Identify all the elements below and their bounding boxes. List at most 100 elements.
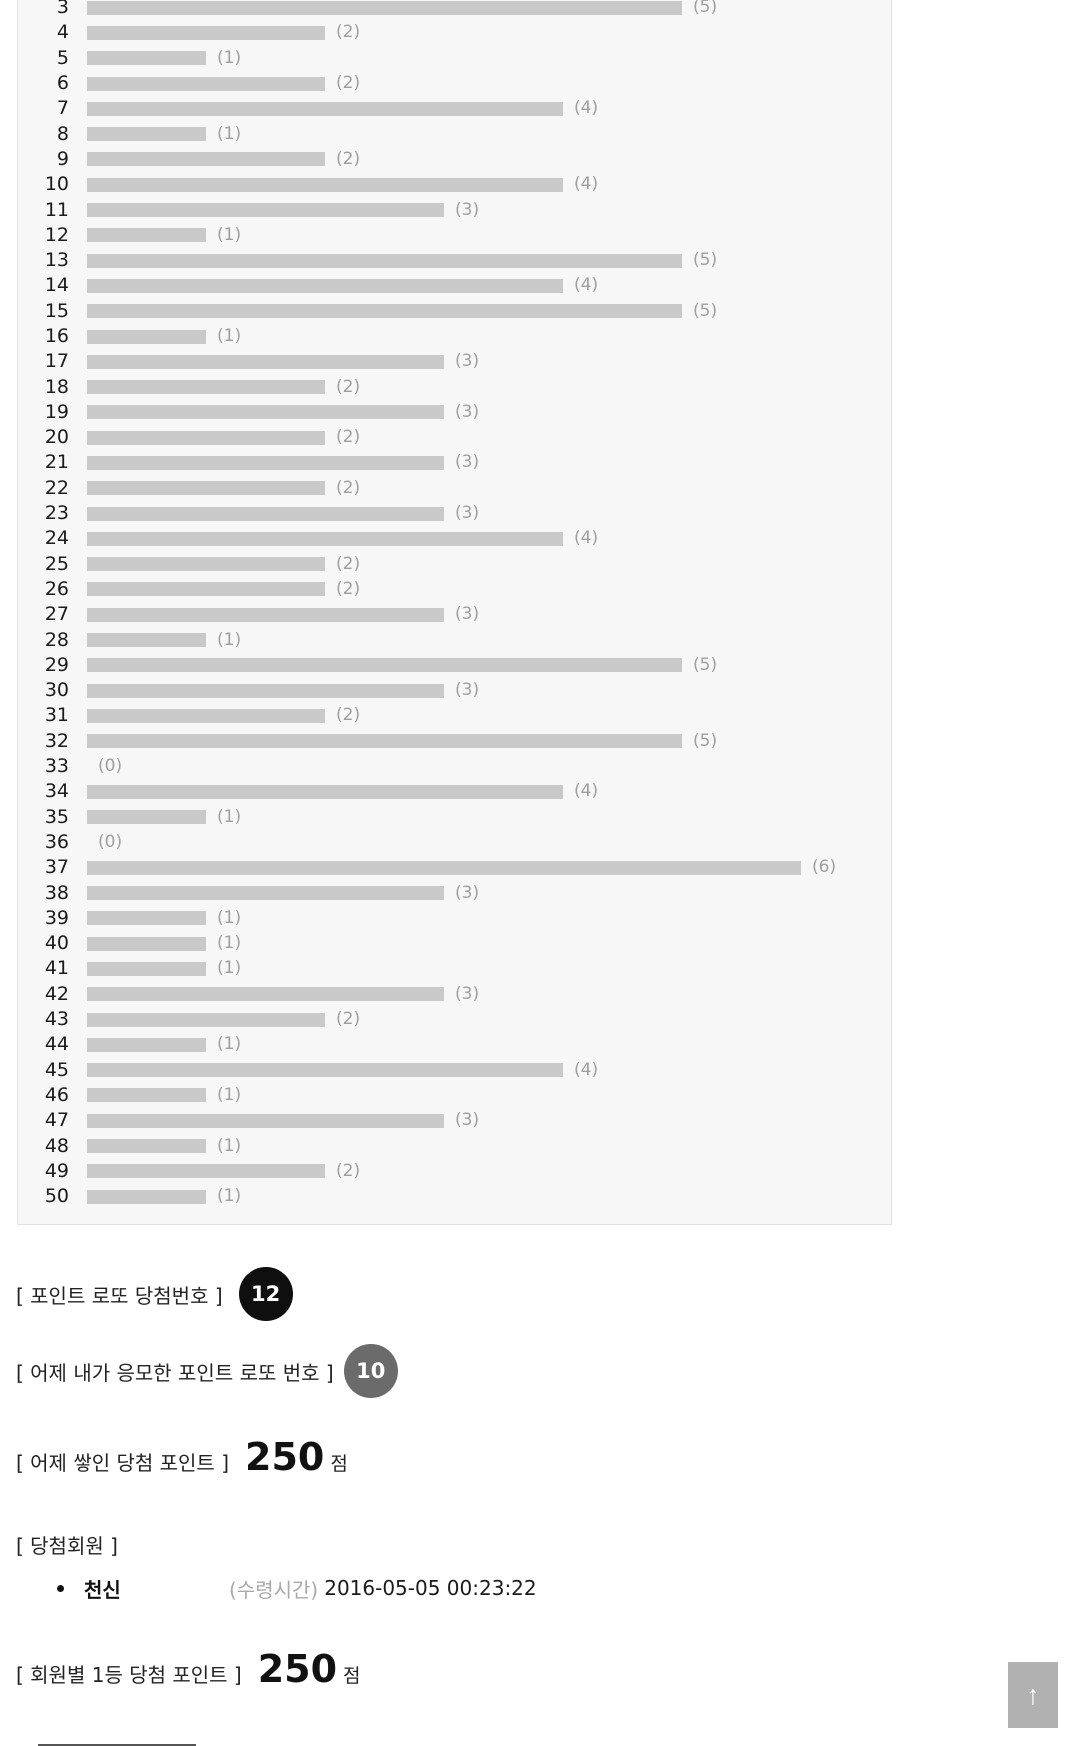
chart-row-number: 46 bbox=[44, 1083, 69, 1106]
chart-row: 19 (3) bbox=[18, 400, 891, 425]
chart-row: 26 (2) bbox=[18, 577, 891, 602]
chart-row-number: 6 bbox=[56, 72, 69, 95]
chart-row: 11 (3) bbox=[18, 197, 891, 222]
per-member-points-unit: 점 bbox=[343, 1665, 361, 1687]
winner-list-item: 천신 (수령시간) 2016-05-05 00:23:22 bbox=[57, 1575, 537, 1602]
chart-row-count: (1) bbox=[217, 958, 242, 979]
chart-row-bar bbox=[87, 557, 325, 572]
chart-row-number: 40 bbox=[44, 932, 69, 955]
chart-row-bar bbox=[87, 228, 206, 243]
chart-row-number: 8 bbox=[56, 122, 69, 145]
chart-row-bar bbox=[87, 633, 206, 648]
winner-time-value: 2016-05-05 00:23:22 bbox=[324, 1576, 537, 1600]
chart-row-bar bbox=[87, 354, 444, 369]
chart-row-bar bbox=[87, 278, 563, 293]
chart-row-bar bbox=[87, 1113, 444, 1128]
chart-row-number: 30 bbox=[44, 679, 69, 702]
chart-row-number: 48 bbox=[44, 1134, 69, 1157]
chart-row-number: 29 bbox=[44, 653, 69, 676]
chart-row: 45 (4) bbox=[18, 1057, 891, 1082]
chart-row-number: 9 bbox=[56, 147, 69, 170]
accumulated-points-value: 250 bbox=[245, 1435, 325, 1479]
chart-row: 24 (4) bbox=[18, 526, 891, 551]
chart-row-number: 44 bbox=[44, 1033, 69, 1056]
chart-row: 37 (6) bbox=[18, 855, 891, 880]
chart-row-bar bbox=[87, 531, 563, 546]
chart-row-count: (4) bbox=[574, 781, 599, 802]
chart-row-number: 10 bbox=[44, 173, 69, 196]
chart-row: 28 (1) bbox=[18, 627, 891, 652]
chart-row-number: 31 bbox=[44, 704, 69, 727]
chart-row-bar bbox=[87, 784, 563, 799]
chart-row-bar bbox=[87, 734, 682, 749]
chart-row-number: 39 bbox=[44, 906, 69, 929]
chart-row-count: (3) bbox=[455, 452, 480, 473]
chart-row: 38 (3) bbox=[18, 880, 891, 905]
chart-row: 47 (3) bbox=[18, 1108, 891, 1133]
chart-row-number: 5 bbox=[56, 46, 69, 69]
chart-row-number: 33 bbox=[44, 755, 69, 778]
chart-row-count: (4) bbox=[574, 1059, 599, 1080]
chart-row-count: (2) bbox=[336, 73, 361, 94]
chart-row: 14 (4) bbox=[18, 273, 891, 298]
chart-row-count: (3) bbox=[455, 503, 480, 524]
chart-row-bar bbox=[87, 683, 444, 698]
chart-row-number: 43 bbox=[44, 1008, 69, 1031]
chart-row-bar bbox=[87, 936, 206, 951]
chart-row-count: (1) bbox=[217, 1135, 242, 1156]
chart-row-number: 16 bbox=[44, 325, 69, 347]
chart-row-count: (5) bbox=[693, 300, 718, 321]
chart-row-count: (2) bbox=[336, 705, 361, 726]
accumulated-points-unit: 점 bbox=[330, 1453, 348, 1475]
my-number-label: [ 어제 내가 응모한 포인트 로또 번호 ] bbox=[16, 1360, 334, 1385]
chart-row: 29 (5) bbox=[18, 653, 891, 678]
chart-row-count: (1) bbox=[217, 1186, 242, 1207]
chart-row-number: 49 bbox=[44, 1159, 69, 1182]
chart-row-bar bbox=[87, 886, 444, 901]
chart-row: 8 (1) bbox=[18, 121, 891, 146]
footer-sliver bbox=[38, 1744, 196, 1746]
chart-row: 35 (1) bbox=[18, 805, 891, 830]
scroll-to-top-button[interactable]: ↑ bbox=[1008, 1662, 1058, 1728]
chart-row: 43 (2) bbox=[18, 1007, 891, 1032]
chart-row-bar bbox=[87, 304, 682, 319]
chart-row-count: (4) bbox=[574, 174, 599, 195]
chart-row: 44 (1) bbox=[18, 1032, 891, 1057]
chart-row-number: 21 bbox=[44, 451, 69, 474]
chart-row-number: 18 bbox=[44, 375, 69, 398]
chart-row-bar bbox=[87, 1088, 206, 1103]
chart-row: 5 (1) bbox=[18, 46, 891, 71]
chart-row-bar bbox=[87, 101, 563, 116]
chart-row-number: 25 bbox=[44, 552, 69, 575]
chart-row-number: 35 bbox=[44, 805, 69, 828]
chart-row-number: 50 bbox=[44, 1185, 69, 1208]
chart-row-count: (1) bbox=[217, 326, 242, 346]
chart-row-bar bbox=[87, 810, 206, 825]
chart-row-number: 37 bbox=[44, 856, 69, 879]
chart-row-number: 36 bbox=[44, 830, 69, 853]
chart-row-count: (2) bbox=[336, 427, 361, 448]
chart-row-number: 14 bbox=[44, 274, 69, 297]
chart-row: 20 (2) bbox=[18, 425, 891, 450]
chart-row-count: (3) bbox=[455, 882, 480, 903]
chart-row-bar bbox=[87, 506, 444, 521]
chart-row-count: (5) bbox=[693, 654, 718, 675]
chart-row-bar bbox=[87, 127, 206, 142]
chart-row: 15 (5) bbox=[18, 299, 891, 324]
chart-row-bar bbox=[87, 1012, 325, 1027]
chart-row-bar bbox=[87, 455, 444, 470]
chart-row-count: (5) bbox=[693, 250, 718, 271]
chart-row-bar bbox=[87, 1139, 206, 1153]
chart-row-number: 26 bbox=[44, 577, 69, 600]
chart-row: 42 (3) bbox=[18, 982, 891, 1007]
chart-row: 50 (1) bbox=[18, 1184, 891, 1209]
per-member-points-value: 250 bbox=[257, 1647, 338, 1691]
chart-row: 41 (1) bbox=[18, 956, 891, 981]
winning-number-badge: 12 bbox=[238, 1267, 293, 1321]
chart-row-count: (3) bbox=[455, 401, 480, 422]
winners-section-label: [ 당첨회원 ] bbox=[16, 1534, 118, 1558]
chart-row-count: (4) bbox=[574, 528, 599, 549]
chart-row: 7 (4) bbox=[18, 96, 891, 121]
chart-row: 22 (2) bbox=[18, 476, 891, 501]
chart-row-bar bbox=[87, 708, 325, 723]
